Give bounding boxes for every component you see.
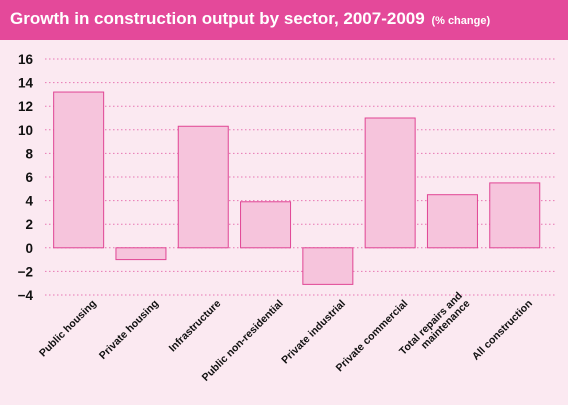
x-category-label: Private housing [97,298,161,362]
x-category-label: Private industrial [279,298,348,367]
bar [115,247,167,261]
x-category-label: Infrastructure [167,298,224,355]
x-category-label: Total repairs andmaintenance [397,290,473,366]
chart-unit: (% change) [431,15,491,27]
y-tick-label: 0 [25,241,33,256]
bar [489,182,541,249]
bar [240,201,292,249]
bar [53,91,105,249]
x-category-label: Private commercial [334,298,411,375]
x-category-label: All construction [470,298,535,363]
y-tick-label: 4 [25,194,33,209]
bar [426,194,478,249]
y-tick-label: 10 [18,123,33,138]
y-tick-label: 16 [18,52,34,67]
chart-title-text: Growth in construction output by sector,… [10,9,425,28]
x-category-label: Public housing [37,298,99,360]
y-tick-label: 12 [18,99,33,114]
y-tick-label: 8 [25,146,33,161]
y-tick-label: −2 [18,264,33,279]
y-tick-label: −4 [18,288,34,303]
bar [177,125,229,249]
y-tick-label: 6 [25,170,33,185]
bar [302,247,354,285]
chart-title: Growth in construction output by sector,… [10,9,490,29]
y-tick-label: 2 [25,217,33,232]
bar [364,117,416,249]
y-tick-label: 14 [18,76,34,91]
title-bar: Growth in construction output by sector,… [0,0,568,40]
